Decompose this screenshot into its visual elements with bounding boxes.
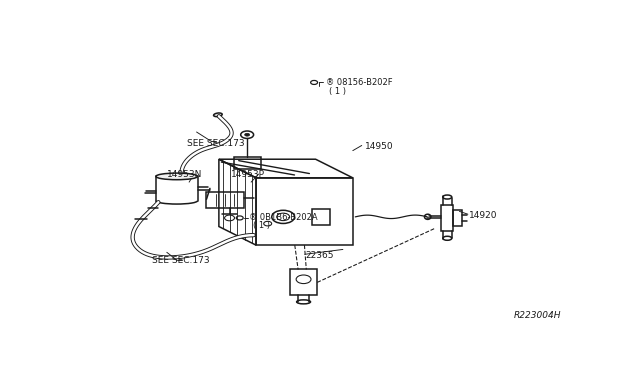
Text: ® 0B1B6-B202A: ® 0B1B6-B202A <box>249 214 317 222</box>
Text: 14950: 14950 <box>365 142 394 151</box>
Text: 14953N: 14953N <box>167 170 202 179</box>
Ellipse shape <box>214 113 222 117</box>
Text: ( 1 ): ( 1 ) <box>330 87 346 96</box>
Text: SEE SEC.173: SEE SEC.173 <box>187 139 244 148</box>
Text: ( 1 ): ( 1 ) <box>253 221 269 231</box>
Ellipse shape <box>156 173 198 180</box>
Text: R223004H: R223004H <box>514 311 561 320</box>
Text: SEE SEC.173: SEE SEC.173 <box>152 256 209 265</box>
Text: 14920: 14920 <box>469 211 498 219</box>
Circle shape <box>244 133 250 136</box>
Text: ® 08156-B202F: ® 08156-B202F <box>326 78 392 87</box>
Text: 14953P: 14953P <box>231 170 265 179</box>
Text: 22365: 22365 <box>306 251 334 260</box>
